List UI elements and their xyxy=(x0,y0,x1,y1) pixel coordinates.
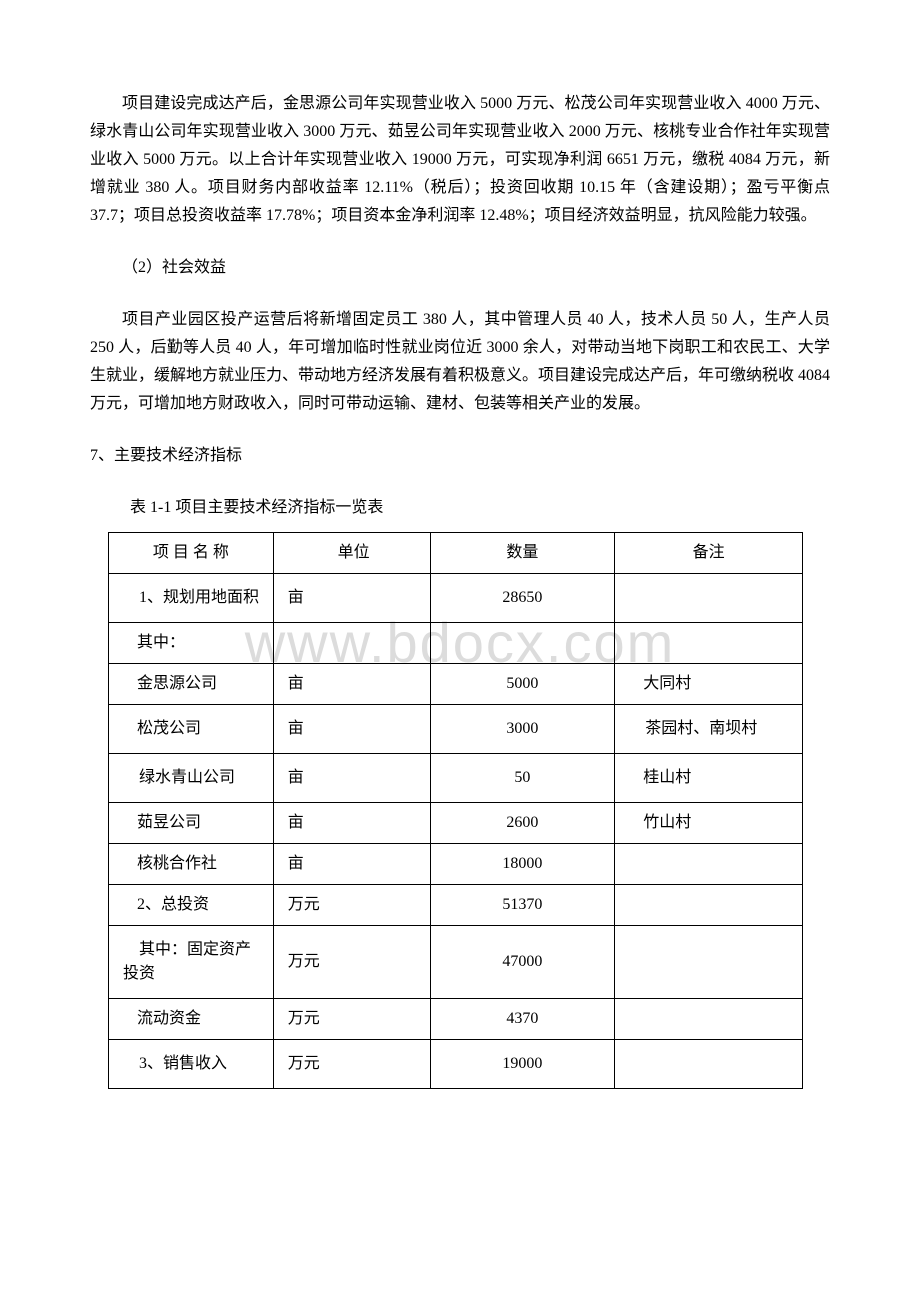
cell-name: 1、规划用地面积 xyxy=(109,574,274,623)
cell-remark xyxy=(615,844,803,885)
cell-qty: 3000 xyxy=(430,705,615,754)
cell-name: 3、销售收入 xyxy=(109,1040,274,1089)
cell-remark: 大同村 xyxy=(615,664,803,705)
header-remark: 备注 xyxy=(615,533,803,574)
cell-qty: 28650 xyxy=(430,574,615,623)
cell-qty: 47000 xyxy=(430,926,615,999)
cell-qty: 19000 xyxy=(430,1040,615,1089)
cell-unit: 亩 xyxy=(273,803,430,844)
cell-unit: 万元 xyxy=(273,885,430,926)
header-unit: 单位 xyxy=(273,533,430,574)
cell-remark xyxy=(615,926,803,999)
table-row: 茹昱公司 亩 2600 竹山村 xyxy=(109,803,803,844)
cell-name: 茹昱公司 xyxy=(109,803,274,844)
cell-name: 其中：固定资产投资 xyxy=(109,926,274,999)
cell-unit: 亩 xyxy=(273,705,430,754)
table-row: 其中：固定资产投资 万元 47000 xyxy=(109,926,803,999)
cell-unit: 亩 xyxy=(273,754,430,803)
document-content: 项目建设完成达产后，金思源公司年实现营业收入 5000 万元、松茂公司年实现营业… xyxy=(90,90,830,1089)
cell-qty: 5000 xyxy=(430,664,615,705)
cell-qty xyxy=(430,623,615,664)
cell-unit: 万元 xyxy=(273,999,430,1040)
table-row: 2、总投资 万元 51370 xyxy=(109,885,803,926)
cell-unit: 亩 xyxy=(273,574,430,623)
table-row: 核桃合作社 亩 18000 xyxy=(109,844,803,885)
cell-name: 金思源公司 xyxy=(109,664,274,705)
cell-qty: 51370 xyxy=(430,885,615,926)
cell-unit: 亩 xyxy=(273,664,430,705)
cell-remark: 桂山村 xyxy=(615,754,803,803)
paragraph-2: 项目产业园区投产运营后将新增固定员工 380 人，其中管理人员 40 人，技术人… xyxy=(90,306,830,418)
table-row: 绿水青山公司 亩 50 桂山村 xyxy=(109,754,803,803)
cell-unit: 万元 xyxy=(273,926,430,999)
paragraph-1: 项目建设完成达产后，金思源公司年实现营业收入 5000 万元、松茂公司年实现营业… xyxy=(90,90,830,230)
table-row: 3、销售收入 万元 19000 xyxy=(109,1040,803,1089)
table-row: 松茂公司 亩 3000 茶园村、南坝村 xyxy=(109,705,803,754)
table-row: 1、规划用地面积 亩 28650 xyxy=(109,574,803,623)
subtitle-social-benefit: （2）社会效益 xyxy=(90,254,830,282)
cell-remark xyxy=(615,574,803,623)
cell-name: 其中： xyxy=(109,623,274,664)
cell-name: 松茂公司 xyxy=(109,705,274,754)
cell-remark: 竹山村 xyxy=(615,803,803,844)
economic-indicators-table: 项 目 名 称 单位 数量 备注 1、规划用地面积 亩 28650 其中： 金思… xyxy=(108,532,803,1089)
table-row: 流动资金 万元 4370 xyxy=(109,999,803,1040)
table-row: 其中： xyxy=(109,623,803,664)
table-caption: 表 1-1 项目主要技术经济指标一览表 xyxy=(90,494,830,522)
cell-unit: 万元 xyxy=(273,1040,430,1089)
cell-unit xyxy=(273,623,430,664)
cell-name: 绿水青山公司 xyxy=(109,754,274,803)
header-quantity: 数量 xyxy=(430,533,615,574)
table-row: 金思源公司 亩 5000 大同村 xyxy=(109,664,803,705)
section-heading-7: 7、主要技术经济指标 xyxy=(90,442,830,470)
cell-unit: 亩 xyxy=(273,844,430,885)
cell-remark xyxy=(615,1040,803,1089)
cell-qty: 18000 xyxy=(430,844,615,885)
cell-remark: 茶园村、南坝村 xyxy=(615,705,803,754)
cell-remark xyxy=(615,623,803,664)
header-name: 项 目 名 称 xyxy=(109,533,274,574)
cell-name: 核桃合作社 xyxy=(109,844,274,885)
cell-name: 2、总投资 xyxy=(109,885,274,926)
cell-qty: 50 xyxy=(430,754,615,803)
table-header-row: 项 目 名 称 单位 数量 备注 xyxy=(109,533,803,574)
cell-name: 流动资金 xyxy=(109,999,274,1040)
cell-qty: 4370 xyxy=(430,999,615,1040)
cell-remark xyxy=(615,999,803,1040)
cell-remark xyxy=(615,885,803,926)
cell-qty: 2600 xyxy=(430,803,615,844)
